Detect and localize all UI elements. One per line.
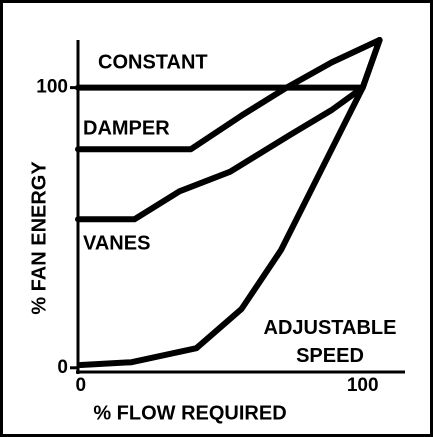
series-label: CONSTANT <box>98 51 208 73</box>
series-label: ADJUSTABLE SPEED <box>264 317 397 367</box>
x-axis-label: % FLOW REQUIRED <box>93 402 286 424</box>
series-label: VANES <box>83 232 150 254</box>
x-tick-label: 0 <box>76 375 87 396</box>
line <box>77 37 383 368</box>
y-tick-label: 100 <box>36 77 68 98</box>
line <box>75 37 383 153</box>
x-tick-label: 100 <box>347 375 379 396</box>
y-axis-label: % FAN ENERGY <box>28 161 50 315</box>
series-label: DAMPER <box>83 117 170 139</box>
y-tick-label: 0 <box>57 357 68 378</box>
